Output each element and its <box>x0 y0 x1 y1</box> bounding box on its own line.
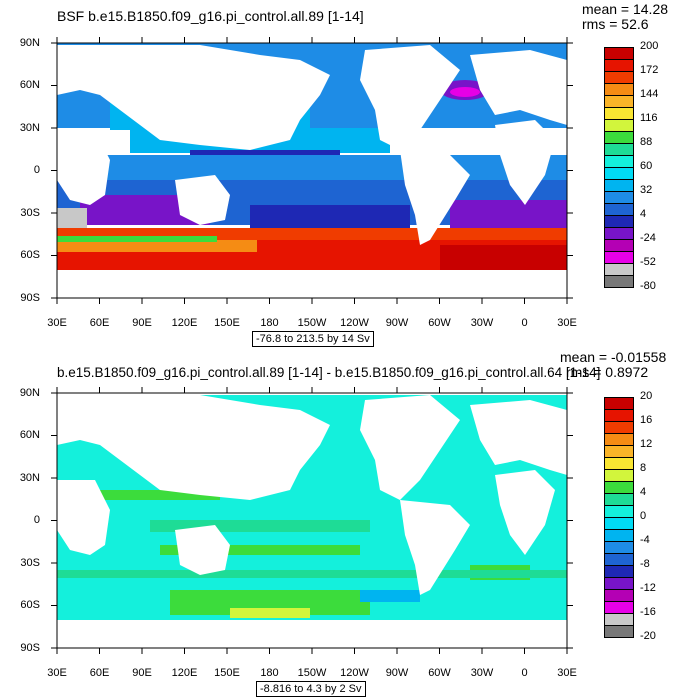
colorbar-label: 4 <box>640 208 647 220</box>
lon-label: 120E <box>171 667 198 679</box>
colorbar-label: 20 <box>640 390 653 402</box>
lon-label: 90W <box>385 667 409 679</box>
colorbar-label: -80 <box>640 280 656 292</box>
colorbar-label: 172 <box>640 64 659 76</box>
colorbar-label: -8 <box>640 558 650 570</box>
lon-label: 90E <box>132 317 152 329</box>
colorbar <box>604 47 634 288</box>
lon-label: 180 <box>260 317 279 329</box>
rms-stat: rms = 52.6 <box>582 16 649 32</box>
colorbar-label: 32 <box>640 184 653 196</box>
lon-label: 30E <box>47 667 67 679</box>
ocean-field <box>57 393 567 648</box>
lon-label: 120W <box>340 667 369 679</box>
lon-label: 30E <box>557 317 577 329</box>
lon-label: 0 <box>521 317 528 329</box>
colorbar-label: -16 <box>640 606 656 618</box>
stats-block: mean = -0.01558 rms = 0.8972 <box>560 350 666 380</box>
colorbar-label: 0 <box>640 510 647 522</box>
difference-map-panel: b.e15.B1850.f09_g16.pi_control.all.89 [1… <box>0 350 700 700</box>
lon-label: 60W <box>428 317 451 329</box>
lon-label: 30W <box>470 317 494 329</box>
map-ticks <box>51 37 573 304</box>
lon-label: 150W <box>297 667 327 679</box>
colorbar-label: -12 <box>640 582 656 594</box>
colorbar-label: -20 <box>640 630 656 642</box>
lat-label: 60S <box>20 249 40 261</box>
lat-label: 0 <box>33 514 40 526</box>
colorbar-label: 4 <box>640 486 647 498</box>
contour-range-label: -8.816 to 4.3 by 2 Sv <box>256 681 366 697</box>
colorbar-label: 8 <box>640 462 647 474</box>
colorbar-label: 16 <box>640 414 653 426</box>
colorbar-label: 144 <box>640 88 659 100</box>
lat-label: 90S <box>20 292 40 304</box>
contour-range-label: -76.8 to 213.5 by 14 Sv <box>252 331 374 347</box>
lon-label: 90W <box>385 317 409 329</box>
map-plot <box>51 387 573 654</box>
lon-label: 30E <box>557 667 577 679</box>
lon-label: 30W <box>470 667 494 679</box>
lat-label: 0 <box>33 164 40 176</box>
lat-label: 90N <box>19 37 40 49</box>
lon-label: 120E <box>171 317 198 329</box>
lat-label: 90S <box>20 642 40 654</box>
mean-stat: mean = -0.01558 <box>560 349 667 365</box>
lon-label: 60W <box>428 667 451 679</box>
lon-label: 180 <box>260 667 279 679</box>
lon-label: 0 <box>521 667 528 679</box>
lat-label: 30N <box>19 122 40 134</box>
lon-label: 60E <box>89 667 110 679</box>
lat-label: 30N <box>19 472 40 484</box>
lat-label: 60N <box>19 429 40 441</box>
colorbar-label: -4 <box>640 534 650 546</box>
lon-label: 150E <box>214 317 240 329</box>
colorbar-swatch <box>604 625 634 638</box>
lon-label: 60E <box>89 317 110 329</box>
colorbar <box>604 397 634 638</box>
colorbar-label: 200 <box>640 40 659 52</box>
lat-label: 30S <box>20 207 40 219</box>
map-title: BSF b.e15.B1850.f09_g16.pi_control.all.8… <box>57 8 364 24</box>
mean-stat: mean = 14.28 <box>582 1 669 17</box>
lat-label: 30S <box>20 557 40 569</box>
colorbar-label: 12 <box>640 438 653 450</box>
ocean-field <box>57 43 567 298</box>
lon-label: 90E <box>132 667 152 679</box>
stats-block: mean = 14.28 rms = 52.6 <box>582 2 668 32</box>
colorbar-label: -24 <box>640 232 656 244</box>
bsf-map-panel: BSF b.e15.B1850.f09_g16.pi_control.all.8… <box>19 2 668 347</box>
lon-label: 150E <box>214 667 240 679</box>
map-ticks <box>51 387 573 654</box>
map-plot <box>51 37 573 304</box>
colorbar-label: -52 <box>640 256 656 268</box>
map-title: b.e15.B1850.f09_g16.pi_control.all.89 [1… <box>57 365 601 380</box>
lat-label: 60N <box>19 79 40 91</box>
lat-label: 90N <box>19 387 40 399</box>
lat-label: 60S <box>20 599 40 611</box>
colorbar-label: 60 <box>640 160 653 172</box>
colorbar-label: 116 <box>640 112 658 124</box>
colorbar-swatch <box>604 275 634 288</box>
lon-label: 30E <box>47 317 67 329</box>
rms-stat: rms = 0.8972 <box>566 364 649 380</box>
colorbar-label: 88 <box>640 136 653 148</box>
lon-label: 120W <box>340 317 369 329</box>
lon-label: 150W <box>297 317 327 329</box>
